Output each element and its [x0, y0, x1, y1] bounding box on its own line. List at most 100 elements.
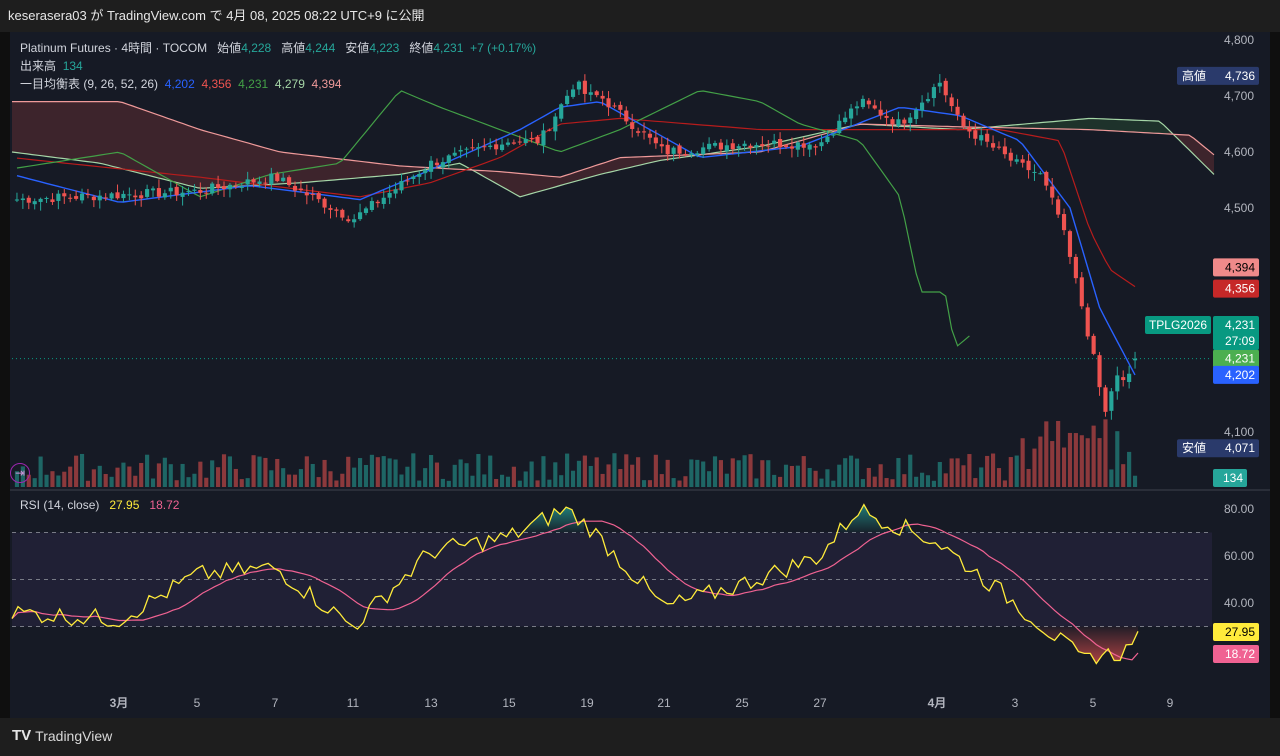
volume-bar	[85, 480, 91, 487]
brand-name: TradingView	[35, 727, 113, 744]
candle-body	[630, 122, 635, 129]
candle-body	[1020, 159, 1025, 163]
symbol-tag: TPLG2026	[1149, 318, 1207, 332]
candle-body	[38, 198, 43, 202]
candle-body	[511, 142, 516, 144]
volume-label[interactable]: 出来高	[20, 59, 57, 73]
volume-bar	[358, 458, 363, 487]
volume-bar	[423, 468, 428, 487]
candle-body	[452, 152, 457, 156]
volume-bar	[683, 476, 688, 487]
brand[interactable]: TV TradingView	[12, 727, 112, 744]
collapse-arrow-icon[interactable]: ⇥	[10, 463, 30, 483]
candle-body	[505, 142, 511, 145]
candle-body	[44, 197, 49, 199]
volume-bar	[511, 466, 516, 487]
ichimoku-label[interactable]: 一目均衡表 (9, 26, 52, 26)	[20, 77, 159, 91]
volume-bar	[837, 464, 842, 487]
candle-body	[50, 199, 55, 203]
tenkan-line	[16, 101, 1136, 376]
candle-body	[659, 144, 664, 147]
candle-body	[68, 197, 73, 199]
close-label: 終値	[409, 41, 434, 55]
volume-bar	[239, 479, 244, 487]
candle-body	[955, 106, 960, 115]
rsi-label[interactable]: RSI (14, close)	[20, 498, 100, 512]
candle-body	[216, 184, 221, 188]
candle-body	[783, 145, 789, 147]
volume-bar	[488, 455, 493, 487]
candle-body	[221, 186, 227, 190]
volume-bar	[565, 453, 570, 487]
candle-body	[1038, 173, 1043, 175]
candle-body	[1121, 377, 1126, 381]
chart-frame[interactable]	[10, 32, 1270, 718]
ichimoku-cloud	[12, 101, 1214, 197]
volume-bar	[328, 471, 333, 487]
volume-bar	[517, 480, 522, 487]
candle-body	[701, 147, 706, 155]
volume-bar	[1061, 447, 1067, 487]
legend-ichimoku-row: 一目均衡表 (9, 26, 52, 26) 4,202 4,356 4,231 …	[20, 75, 342, 92]
candle-body	[423, 170, 428, 174]
volume-bar	[860, 479, 865, 487]
volume-bar	[541, 456, 546, 487]
candle-body	[807, 144, 812, 150]
candle-body	[14, 199, 20, 201]
ichimoku-tenkan-value: 4,202	[164, 77, 195, 91]
volume-bar	[139, 462, 144, 487]
volume-bar	[724, 473, 729, 487]
volume-bar	[1002, 480, 1007, 487]
volume-bar	[624, 454, 629, 487]
candle-body	[32, 201, 37, 205]
candle-body	[985, 133, 990, 142]
symbol-title[interactable]: Platinum Futures · 4時間 · TOCOM	[20, 41, 208, 55]
ichimoku-senkou-b-value: 4,394	[311, 77, 342, 91]
volume-bar	[1020, 438, 1025, 487]
volume-bar	[428, 455, 434, 487]
volume-bar	[245, 478, 250, 487]
candle-body	[251, 179, 256, 183]
candle-body	[949, 97, 954, 107]
cloud-segment-0	[12, 101, 435, 189]
candle-body	[316, 193, 321, 200]
candle-body	[920, 102, 925, 111]
legend-symbol-row: Platinum Futures · 4時間 · TOCOM 始値4,228 高…	[20, 39, 536, 56]
volume-bar	[446, 480, 451, 487]
candle-body	[1115, 375, 1120, 392]
volume-bar	[896, 458, 901, 487]
volume-bar	[979, 467, 984, 487]
volume-bar	[707, 471, 712, 487]
volume-bar	[198, 461, 203, 487]
volume-bar	[352, 467, 357, 487]
candle-body	[1103, 387, 1108, 412]
volume-bar	[795, 465, 800, 487]
volume-bar	[304, 456, 309, 487]
volume-bar	[363, 464, 369, 487]
volume-bar	[56, 475, 61, 487]
legend-volume-row: 出来高 134	[20, 57, 83, 74]
rsi-axis-label: 60.00	[1224, 549, 1254, 563]
volume-bar	[701, 461, 706, 487]
candle-body	[860, 98, 865, 108]
price-tag-value: 4,202	[1225, 368, 1255, 382]
volume-bar	[677, 480, 682, 487]
volume-bar	[269, 470, 274, 487]
candle-body	[482, 146, 487, 148]
volume-bar	[1044, 421, 1049, 487]
volume-bar	[559, 475, 564, 487]
volume-bar	[1014, 455, 1019, 487]
volume-bar	[535, 480, 540, 487]
candle-body	[636, 131, 641, 133]
volume-bar	[298, 469, 303, 487]
volume-bar	[275, 458, 280, 487]
rsi-axis-label: 40.00	[1224, 596, 1254, 610]
volume-bar	[174, 480, 179, 487]
chikou-line	[16, 90, 970, 347]
volume-bar	[588, 465, 593, 487]
volume-bar	[233, 468, 238, 487]
change-value: +7 (+0.17%)	[470, 41, 537, 55]
candle-body	[103, 197, 108, 199]
close-value: 4,231	[433, 41, 464, 55]
